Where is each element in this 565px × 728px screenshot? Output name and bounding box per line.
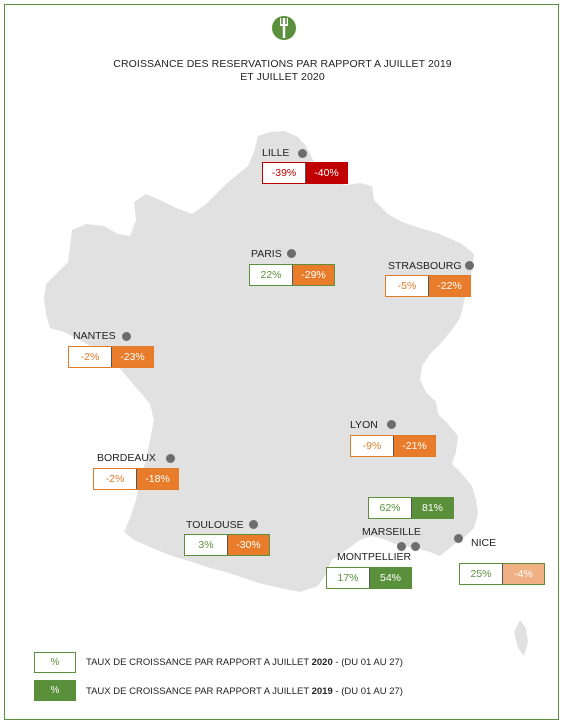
- value-2020: 3%: [185, 535, 227, 555]
- title-line-2: ET JUILLET 2020: [240, 71, 325, 83]
- city-marker: [122, 332, 131, 341]
- legend-text-2019: TAUX DE CROISSANCE PAR RAPPORT A JUILLET…: [86, 686, 403, 697]
- city-marker: [397, 542, 406, 551]
- city-marker: [411, 542, 420, 551]
- city-marker: [287, 249, 296, 258]
- value-2020: 17%: [327, 568, 369, 588]
- city-label: BORDEAUX: [97, 452, 156, 464]
- city-marker: [298, 149, 307, 158]
- value-2019: -23%: [111, 347, 153, 367]
- city-marker: [454, 534, 463, 543]
- value-pair: 3% -30%: [184, 534, 270, 556]
- page-title: CROISSANCE DES RESERVATIONS PAR RAPPORT …: [60, 58, 505, 84]
- city-label: STRASBOURG: [388, 260, 462, 272]
- city-label: MONTPELLIER: [337, 551, 412, 563]
- value-2020: -2%: [69, 347, 111, 367]
- title-line-1: CROISSANCE DES RESERVATIONS PAR RAPPORT …: [113, 58, 452, 70]
- legend-prefix: TAUX DE CROISSANCE PAR RAPPORT A JUILLET: [86, 686, 312, 697]
- legend-year: 2020: [311, 657, 333, 668]
- value-2019: 81%: [411, 498, 453, 518]
- city-marker: [249, 520, 258, 529]
- value-2019: 54%: [369, 568, 411, 588]
- city-label: NANTES: [73, 330, 116, 342]
- value-2019: -4%: [502, 564, 544, 584]
- value-2020: -39%: [263, 163, 305, 183]
- frame-border: [4, 4, 559, 720]
- value-2020: 25%: [460, 564, 502, 584]
- value-pair: -39% -40%: [262, 162, 348, 184]
- value-2020: 62%: [369, 498, 411, 518]
- value-pair: 22% -29%: [249, 264, 335, 286]
- value-2020: -5%: [386, 276, 428, 296]
- legend-suffix: - (DU 01 AU 27): [332, 686, 403, 697]
- legend-suffix: - (DU 01 AU 27): [332, 657, 403, 668]
- value-2019: -40%: [305, 163, 347, 183]
- legend-year: 2019: [311, 686, 333, 697]
- value-2019: -22%: [428, 276, 470, 296]
- value-2020: 22%: [250, 265, 292, 285]
- value-2019: -18%: [136, 469, 178, 489]
- legend-swatch-2019: %: [34, 680, 76, 701]
- value-pair: -2% -18%: [93, 468, 179, 490]
- city-label: LILLE: [262, 147, 290, 159]
- value-2019: -30%: [227, 535, 269, 555]
- value-2019: -21%: [393, 436, 435, 456]
- city-label: TOULOUSE: [186, 519, 244, 531]
- legend-text-2020: TAUX DE CROISSANCE PAR RAPPORT A JUILLET…: [86, 657, 403, 668]
- value-pair: -2% -23%: [68, 346, 154, 368]
- value-pair: -5% -22%: [385, 275, 471, 297]
- value-pair: -9% -21%: [350, 435, 436, 457]
- city-label: PARIS: [251, 248, 282, 260]
- city-label: MARSEILLE: [362, 526, 421, 538]
- legend-swatch-2020: %: [34, 652, 76, 673]
- legend-prefix: TAUX DE CROISSANCE PAR RAPPORT A JUILLET: [86, 657, 312, 668]
- city-marker: [166, 454, 175, 463]
- value-pair: 25% -4%: [459, 563, 545, 585]
- city-label: NICE: [471, 537, 497, 549]
- value-pair: 62% 81%: [368, 497, 454, 519]
- city-label: LYON: [350, 419, 378, 431]
- value-2020: -9%: [351, 436, 393, 456]
- fork-circle-icon: [272, 16, 296, 40]
- corsica-shape: [514, 620, 528, 656]
- value-2019: -29%: [292, 265, 334, 285]
- value-pair: 17% 54%: [326, 567, 412, 589]
- city-marker: [387, 420, 396, 429]
- city-marker: [465, 261, 474, 270]
- value-2020: -2%: [94, 469, 136, 489]
